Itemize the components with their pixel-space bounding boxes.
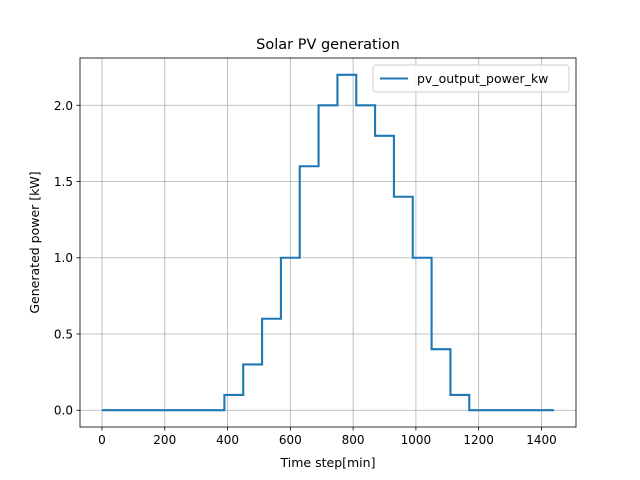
legend: pv_output_power_kw [372, 64, 570, 93]
legend-label: pv_output_power_kw [417, 71, 548, 86]
chart-title: Solar PV generation [256, 37, 400, 53]
legend-box [372, 64, 570, 93]
y-tick-label: 0.0 [54, 404, 73, 418]
series-layer [101, 73, 555, 412]
y-tick-label: 0.5 [54, 327, 73, 341]
plot-frame [79, 57, 577, 428]
x-tick-label: 200 [153, 433, 176, 447]
x-axis-label: Time step[min] [280, 455, 376, 470]
x-tick-label: 1200 [463, 433, 494, 447]
x-tick-label: 800 [342, 433, 365, 447]
x-tick-label: 1400 [526, 433, 557, 447]
y-tick-label: 1.5 [54, 175, 73, 189]
grid [80, 58, 576, 427]
x-tick-label: 1000 [401, 433, 432, 447]
x-tick-label: 400 [216, 433, 239, 447]
y-axis-label: Generated power [kW] [27, 171, 42, 313]
y-tick-label: 1.0 [54, 251, 73, 265]
x-tick-label: 600 [279, 433, 302, 447]
x-axis: 0 200 400 600 800 1000 1200 1400 [98, 427, 557, 447]
y-axis: 0.0 0.5 1.0 1.5 2.0 [54, 99, 80, 418]
y-tick-label: 2.0 [54, 99, 73, 113]
x-tick-label: 0 [98, 433, 106, 447]
series-line-pv-output [101, 73, 555, 412]
